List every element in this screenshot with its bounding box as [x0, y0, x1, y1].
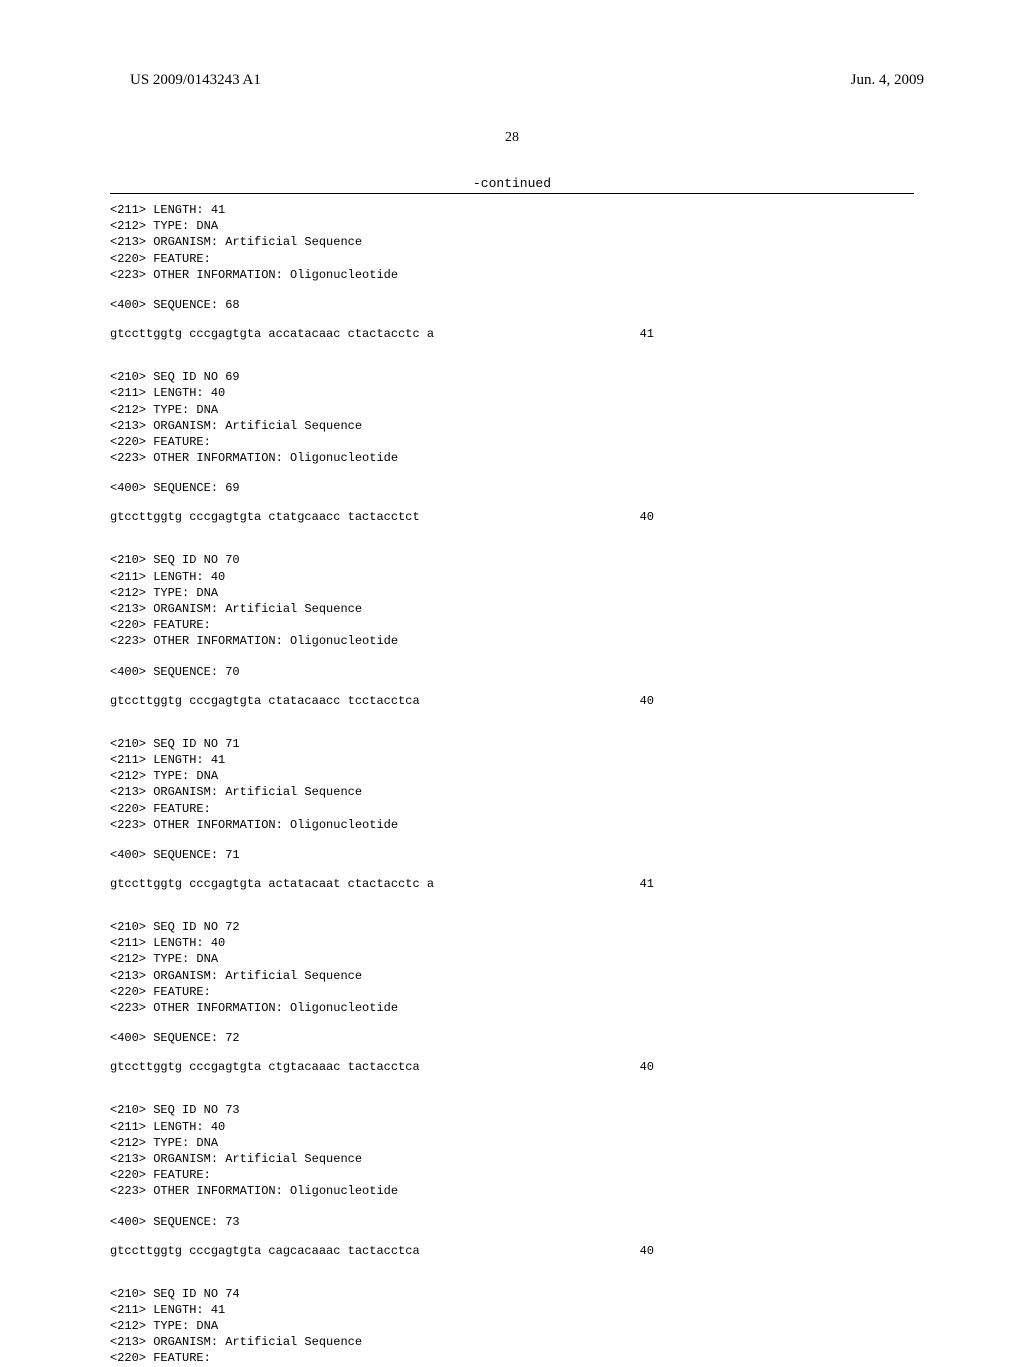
seq-meta: <210> SEQ ID NO 69 <211> LENGTH: 40 <212…	[110, 369, 914, 466]
seq-header: <400> SEQUENCE: 72	[110, 1030, 914, 1046]
seq-block: <210> SEQ ID NO 72 <211> LENGTH: 40 <212…	[110, 919, 914, 1074]
seq-block: <210> SEQ ID NO 69 <211> LENGTH: 40 <212…	[110, 369, 914, 524]
seq-meta: <210> SEQ ID NO 74 <211> LENGTH: 41 <212…	[110, 1286, 914, 1367]
sequence-text: gtccttggtg cccgagtgta ctatgcaacc tactacc…	[110, 510, 420, 524]
seq-meta: <210> SEQ ID NO 70 <211> LENGTH: 40 <212…	[110, 552, 914, 649]
seq-meta: <211> LENGTH: 41 <212> TYPE: DNA <213> O…	[110, 202, 914, 283]
sequence-text: gtccttggtg cccgagtgta ctatacaacc tcctacc…	[110, 694, 420, 708]
seq-line: gtccttggtg cccgagtgta ctgtacaaac tactacc…	[110, 1060, 914, 1074]
seq-line: gtccttggtg cccgagtgta ctatgcaacc tactacc…	[110, 510, 914, 524]
seq-header: <400> SEQUENCE: 70	[110, 664, 914, 680]
sequence-length: 40	[640, 694, 654, 708]
seq-line: gtccttggtg cccgagtgta cagcacaaac tactacc…	[110, 1244, 914, 1258]
seq-meta: <210> SEQ ID NO 73 <211> LENGTH: 40 <212…	[110, 1102, 914, 1199]
sequence-text: gtccttggtg cccgagtgta actatacaat ctactac…	[110, 877, 434, 891]
seq-block: <210> SEQ ID NO 73 <211> LENGTH: 40 <212…	[110, 1102, 914, 1257]
patent-page: US 2009/0143243 A1 Jun. 4, 2009 28 -cont…	[0, 0, 1024, 1320]
continued-label: -continued	[100, 176, 924, 191]
sequence-length: 40	[640, 1244, 654, 1258]
seq-header: <400> SEQUENCE: 71	[110, 847, 914, 863]
seq-meta: <210> SEQ ID NO 71 <211> LENGTH: 41 <212…	[110, 736, 914, 833]
seq-block: <210> SEQ ID NO 70 <211> LENGTH: 40 <212…	[110, 552, 914, 707]
sequence-text: gtccttggtg cccgagtgta ctgtacaaac tactacc…	[110, 1060, 420, 1074]
page-number: 28	[100, 130, 924, 146]
sequence-length: 41	[640, 877, 654, 891]
seq-line: gtccttggtg cccgagtgta actatacaat ctactac…	[110, 877, 914, 891]
seq-meta: <210> SEQ ID NO 72 <211> LENGTH: 40 <212…	[110, 919, 914, 1016]
sequence-text: gtccttggtg cccgagtgta accatacaac ctactac…	[110, 327, 434, 341]
seq-header: <400> SEQUENCE: 68	[110, 297, 914, 313]
seq-header: <400> SEQUENCE: 69	[110, 480, 914, 496]
publication-number: US 2009/0143243 A1	[130, 72, 261, 89]
seq-block: <210> SEQ ID NO 71 <211> LENGTH: 41 <212…	[110, 736, 914, 891]
seq-line: gtccttggtg cccgagtgta accatacaac ctactac…	[110, 327, 914, 341]
sequence-length: 40	[640, 1060, 654, 1074]
sequence-length: 41	[640, 327, 654, 341]
divider	[110, 193, 914, 194]
sequence-length: 40	[640, 510, 654, 524]
seq-header: <400> SEQUENCE: 73	[110, 1214, 914, 1230]
publication-date: Jun. 4, 2009	[851, 72, 924, 89]
sequence-text: gtccttggtg cccgagtgta cagcacaaac tactacc…	[110, 1244, 420, 1258]
seq-block: <210> SEQ ID NO 74 <211> LENGTH: 41 <212…	[110, 1286, 914, 1367]
seq-line: gtccttggtg cccgagtgta ctatacaacc tcctacc…	[110, 694, 914, 708]
seq-block: <211> LENGTH: 41 <212> TYPE: DNA <213> O…	[110, 202, 914, 341]
sequence-listing: <211> LENGTH: 41 <212> TYPE: DNA <213> O…	[100, 202, 924, 1367]
